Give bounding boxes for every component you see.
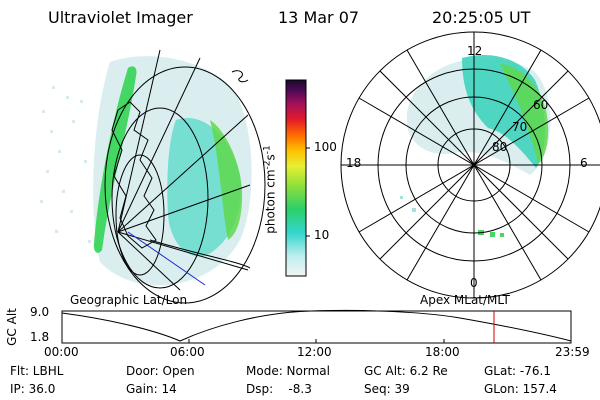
- glon-info: GLon: 157.4: [484, 382, 557, 396]
- timeline-xtick: 00:00: [44, 345, 79, 359]
- observation-time: 20:25:05 UT: [432, 8, 531, 27]
- apex-caption: Apex MLat/MLT: [420, 293, 510, 307]
- mlat-label-80: 80: [492, 140, 508, 154]
- colorbar-scale: [285, 79, 307, 277]
- observation-date: 13 Mar 07: [278, 8, 360, 27]
- gc-alt-info: GC Alt: 6.2 Re: [364, 364, 448, 378]
- timeline-ticks: [61, 339, 572, 343]
- colorbar-tick-100: 100: [314, 140, 337, 154]
- timeline-xtick: 06:00: [170, 345, 205, 359]
- mlat-label-60: 60: [533, 98, 549, 112]
- coastline-outline: [111, 101, 157, 249]
- ip-info: IP: 36.0: [10, 382, 56, 396]
- dsp-info: Dsp: -8.3: [246, 382, 312, 396]
- timeline-xtick: 23:59: [555, 345, 590, 359]
- geographic-grid: [104, 49, 266, 304]
- geographic-image: [40, 56, 252, 286]
- gain-info: Gain: 14: [126, 382, 177, 396]
- filter-info: Flt: LBHL: [10, 364, 64, 378]
- glat-info: GLat: -76.1: [484, 364, 551, 378]
- polar-grid: [340, 31, 600, 299]
- timeline-xtick: 18:00: [425, 345, 460, 359]
- colorbar-ticks: [306, 147, 310, 237]
- mlt-label-6: 6: [580, 156, 588, 170]
- timeline-xtick: 12:00: [297, 345, 332, 359]
- timeline-ytick-high: 9.0: [30, 305, 50, 319]
- timeline-ytick-low: 1.8: [30, 330, 50, 344]
- terminator-line: [127, 231, 206, 286]
- timeline-axis-title: GC Alt: [5, 308, 19, 346]
- geographic-caption: Geographic Lat/Lon: [70, 293, 188, 307]
- colorbar-unit-label: photon cm-2s-1: [262, 145, 278, 234]
- door-info: Door: Open: [126, 364, 195, 378]
- seq-info: Seq: 39: [364, 382, 410, 396]
- gc-alt-curve: [61, 309, 572, 342]
- timeline-frame: [61, 310, 572, 344]
- island-outline: [231, 70, 249, 83]
- polar-image: [400, 54, 551, 237]
- mlt-label-12: 12: [467, 44, 483, 58]
- mlat-label-70: 70: [512, 120, 528, 134]
- instrument-title: Ultraviolet Imager: [48, 8, 193, 27]
- colorbar-tick-10: 10: [314, 228, 330, 242]
- mlt-label-0: 0: [470, 276, 478, 290]
- mode-info: Mode: Normal: [246, 364, 330, 378]
- mlt-label-18: 18: [346, 156, 362, 170]
